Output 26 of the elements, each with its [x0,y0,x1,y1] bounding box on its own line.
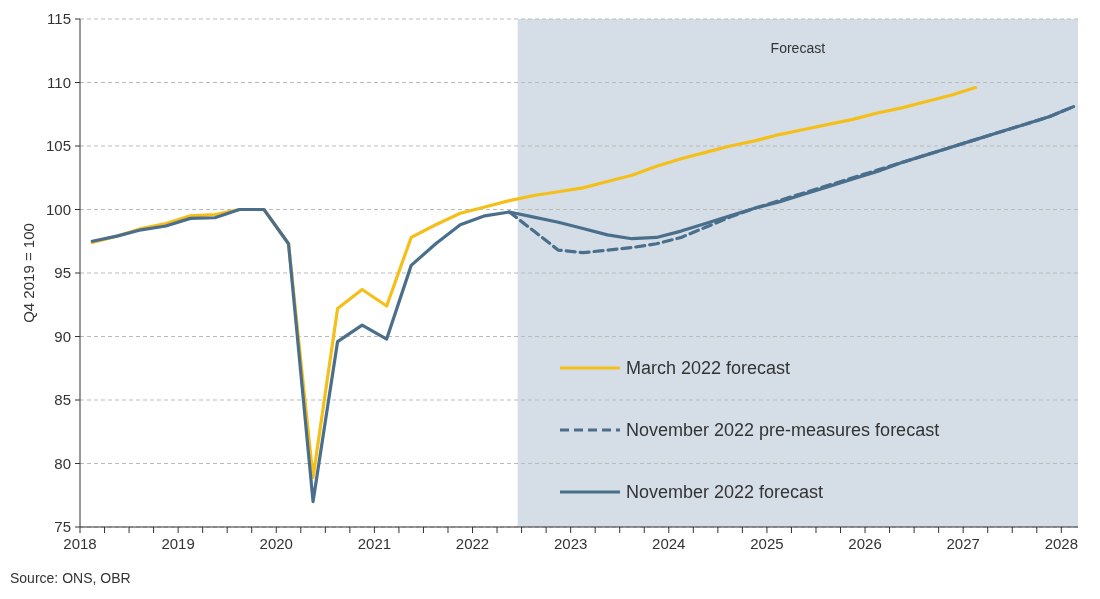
x-tick-label: 2019 [161,535,195,552]
source-note: Source: ONS, OBR [10,570,131,586]
y-tick-label: 100 [45,200,71,218]
x-tick-label: 2028 [1044,535,1079,552]
x-tick-label: 2026 [848,535,882,552]
x-tick-label: 2020 [259,535,293,552]
y-tick-label: 75 [54,518,71,536]
x-tick-label: 2023 [553,535,588,552]
y-tick-label: 110 [47,73,71,91]
x-tick-label: 2024 [652,535,686,552]
x-tick-label: 2025 [750,535,784,552]
x-tick-label: 2018 [63,535,97,552]
y-tick-label: 95 [54,264,71,282]
legend-label: November 2022 pre-measures forecast [626,420,940,441]
legend-label: March 2022 forecast [626,358,791,379]
x-tick-label: 2021 [357,535,392,552]
y-tick-label: 80 [54,454,71,472]
y-tick-label: 90 [54,327,71,345]
legend-label: November 2022 forecast [626,482,824,503]
band-label: Forecast [770,40,826,56]
x-tick-label: 2027 [946,535,980,552]
y-axis-title: Q4 2019 = 100 [20,223,37,323]
y-tick-label: 85 [54,391,71,409]
x-tick-label: 2022 [455,535,490,552]
y-tick-label: 105 [45,137,71,155]
y-tick-label: 115 [47,10,71,28]
